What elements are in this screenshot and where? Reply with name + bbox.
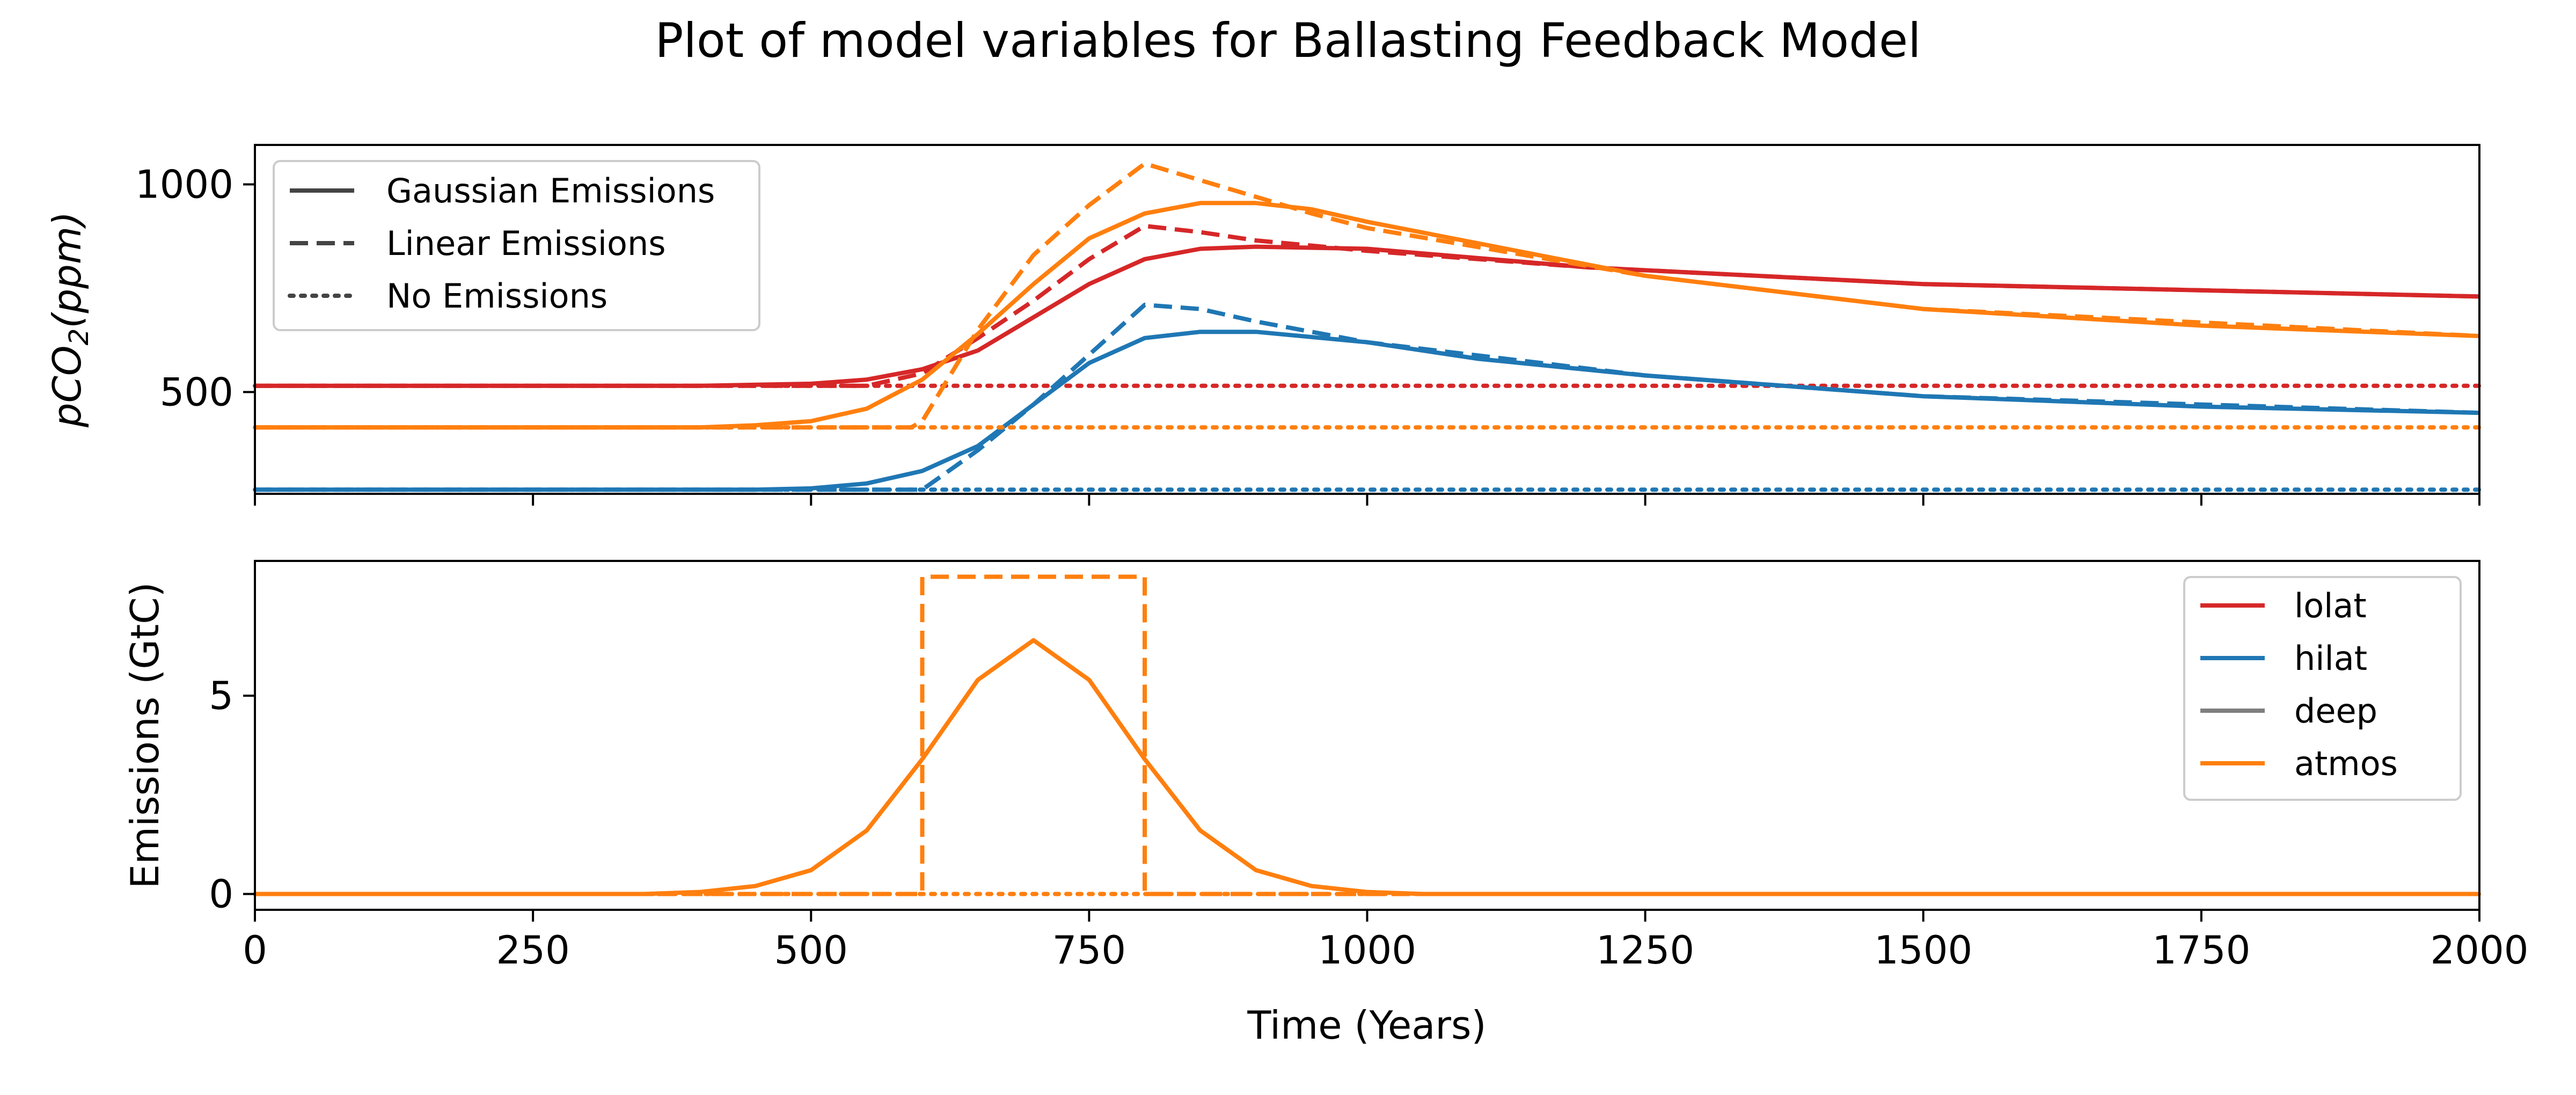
legend-label: Gaussian Emissions <box>386 171 715 210</box>
emissions-plot-frame <box>254 560 2480 911</box>
x-tick-label: 0 <box>243 928 267 973</box>
emissions-y-axis-label: Emissions (GtC) <box>122 582 167 888</box>
x-tick-label: 1500 <box>1874 928 1972 973</box>
series-line-hilat-dashed <box>255 302 2480 492</box>
legend-label: atmos <box>2294 744 2398 783</box>
series-line-hilat-solid <box>255 330 2480 492</box>
x-tick-label: 1750 <box>2152 928 2250 973</box>
legend-label: deep <box>2294 691 2377 731</box>
legend-label: hilat <box>2294 639 2367 678</box>
x-tick-label: 1000 <box>1318 928 1416 973</box>
x-axis-label: Time (Years) <box>1247 1003 1486 1048</box>
y-tick-label: 500 <box>160 369 233 414</box>
series-line-atmos-solid <box>255 638 2479 896</box>
chart-title: Plot of model variables for Ballasting F… <box>655 13 1921 68</box>
linestyle-legend-box <box>273 160 760 331</box>
legend-label: Linear Emissions <box>386 224 666 263</box>
series-line-lolat-dashed <box>255 223 2480 388</box>
linestyle-legend: Gaussian Emissions Linear Emissions No Emi… <box>273 160 760 331</box>
pco2-panel: 500 1000 pCO2(ppm) Gaussian Emissions Line… <box>45 144 2482 506</box>
x-tick-label: 250 <box>496 928 569 973</box>
pco2-y-axis-label: pCO2(ppm) <box>45 211 94 428</box>
emissions-axis-ticks: 0 250 500 750 1000 1250 1500 1750 2000 0 5 <box>209 673 2528 973</box>
legend-label: lolat <box>2294 586 2367 625</box>
series-line-atmos-dashed <box>255 574 2479 896</box>
variable-legend: lolat hilat deep atmos <box>2183 576 2462 801</box>
pco2-axis-ticks: 500 1000 <box>135 162 2480 506</box>
y-tick-label: 1000 <box>135 162 233 207</box>
series-line-atmos-dashed <box>255 161 2480 430</box>
x-tick-label: 2000 <box>2430 928 2528 973</box>
x-tick-label: 1250 <box>1596 928 1694 973</box>
x-tick-label: 500 <box>774 928 848 973</box>
emissions-panel: 0 250 500 750 1000 1250 1500 1750 2000 0 5 Emissio… <box>122 560 2529 1048</box>
emissions-series-group <box>253 574 2482 896</box>
variable-legend-box <box>2183 576 2462 801</box>
series-line-lolat-solid <box>255 244 2480 388</box>
pco2-series-group <box>253 161 2482 492</box>
x-tick-label: 750 <box>1052 928 1126 973</box>
y-tick-label: 0 <box>209 871 233 916</box>
y-tick-label: 5 <box>209 673 233 718</box>
legend-label: No Emissions <box>386 276 608 316</box>
